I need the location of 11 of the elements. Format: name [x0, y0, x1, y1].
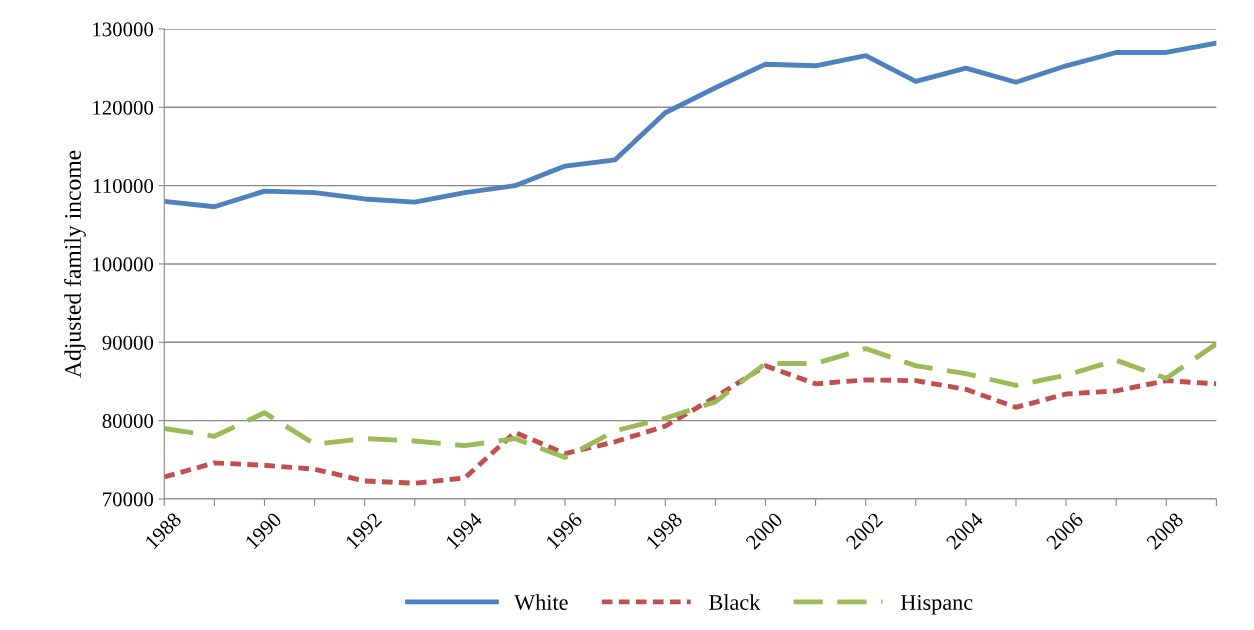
legend-label: White [514, 594, 568, 611]
y-tick-label: 100000 [93, 257, 154, 272]
y-tick-label: 110000 [93, 179, 154, 194]
y-tick-label: 80000 [102, 414, 154, 429]
y-tick-label: 90000 [102, 335, 154, 350]
y-tick-label: 70000 [103, 492, 154, 507]
legend-label: Black [709, 594, 761, 610]
legend-label: Hispanc [900, 595, 973, 615]
y-tick-label: 130000 [93, 22, 154, 37]
y-axis-title: Adjusted family income [64, 150, 86, 378]
y-tick-label: 120000 [93, 100, 154, 115]
